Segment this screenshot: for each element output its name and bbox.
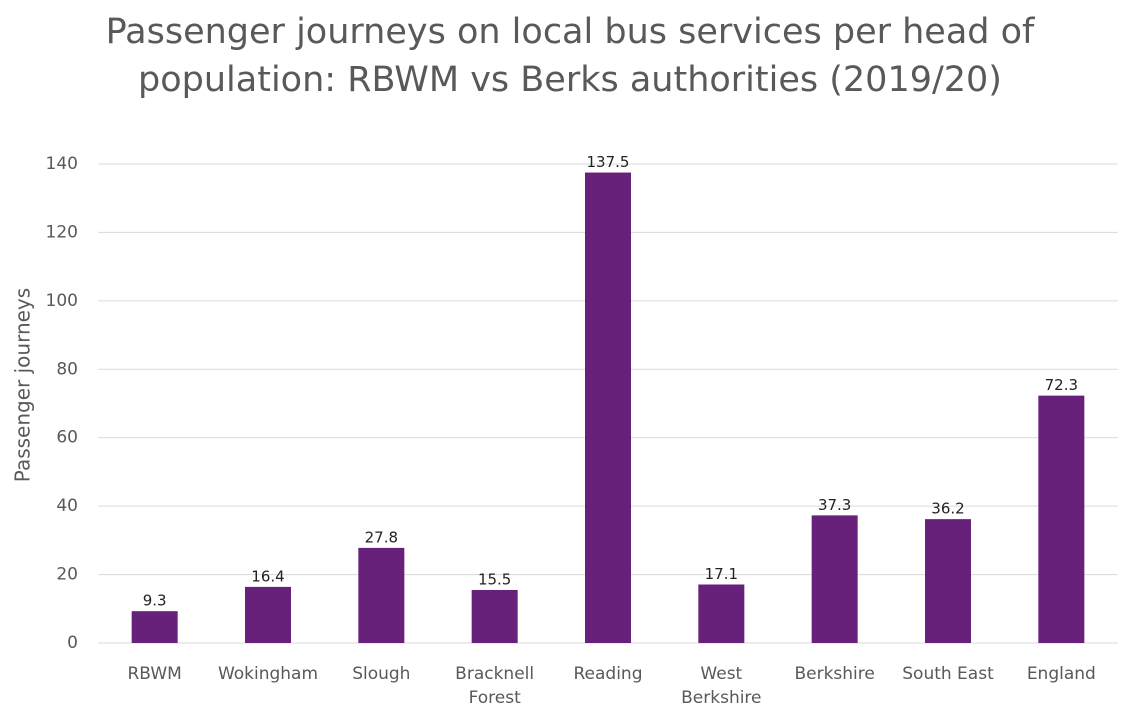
data-label: 37.3 [818, 496, 851, 514]
x-tick-label: Slough [352, 664, 411, 684]
data-label: 72.3 [1045, 376, 1078, 394]
x-tick-label: Reading [573, 664, 643, 684]
data-label: 137.5 [587, 153, 630, 171]
y-tick-label: 120 [46, 222, 78, 242]
x-tick-label: Berkshire [794, 664, 875, 684]
data-label: 17.1 [705, 565, 738, 583]
data-label: 36.2 [931, 500, 964, 518]
bar [585, 172, 631, 643]
bar [245, 586, 291, 643]
bar [358, 547, 405, 643]
data-label: 16.4 [251, 567, 284, 585]
bar [925, 519, 971, 643]
y-tick-label: 0 [67, 633, 78, 653]
y-tick-label: 40 [56, 496, 78, 516]
chart-title: Passenger journeys on local bus services… [105, 12, 1035, 100]
y-axis-label: Passenger journeys [11, 288, 35, 482]
data-label: 27.8 [365, 528, 398, 546]
x-tick-label: Wokingham [217, 664, 319, 684]
data-label: 9.3 [143, 592, 167, 610]
bar [811, 515, 858, 643]
y-tick-label: 80 [56, 359, 78, 379]
bar [698, 584, 745, 643]
x-tick-label: England [1026, 664, 1096, 684]
bar [471, 589, 518, 643]
x-tick-label: Bracknell Forest [455, 664, 535, 708]
x-tick-label: RBWM [127, 664, 182, 684]
bar [131, 611, 178, 643]
y-tick-label: 20 [56, 565, 78, 585]
y-tick-label: 140 [46, 154, 78, 174]
y-tick-label: 60 [56, 428, 78, 448]
y-tick-label: 100 [46, 291, 78, 311]
data-label: 15.5 [478, 570, 511, 588]
bar [1038, 395, 1085, 643]
x-tick-label: West Berkshire [681, 664, 762, 708]
x-tick-label: South East [902, 664, 994, 684]
